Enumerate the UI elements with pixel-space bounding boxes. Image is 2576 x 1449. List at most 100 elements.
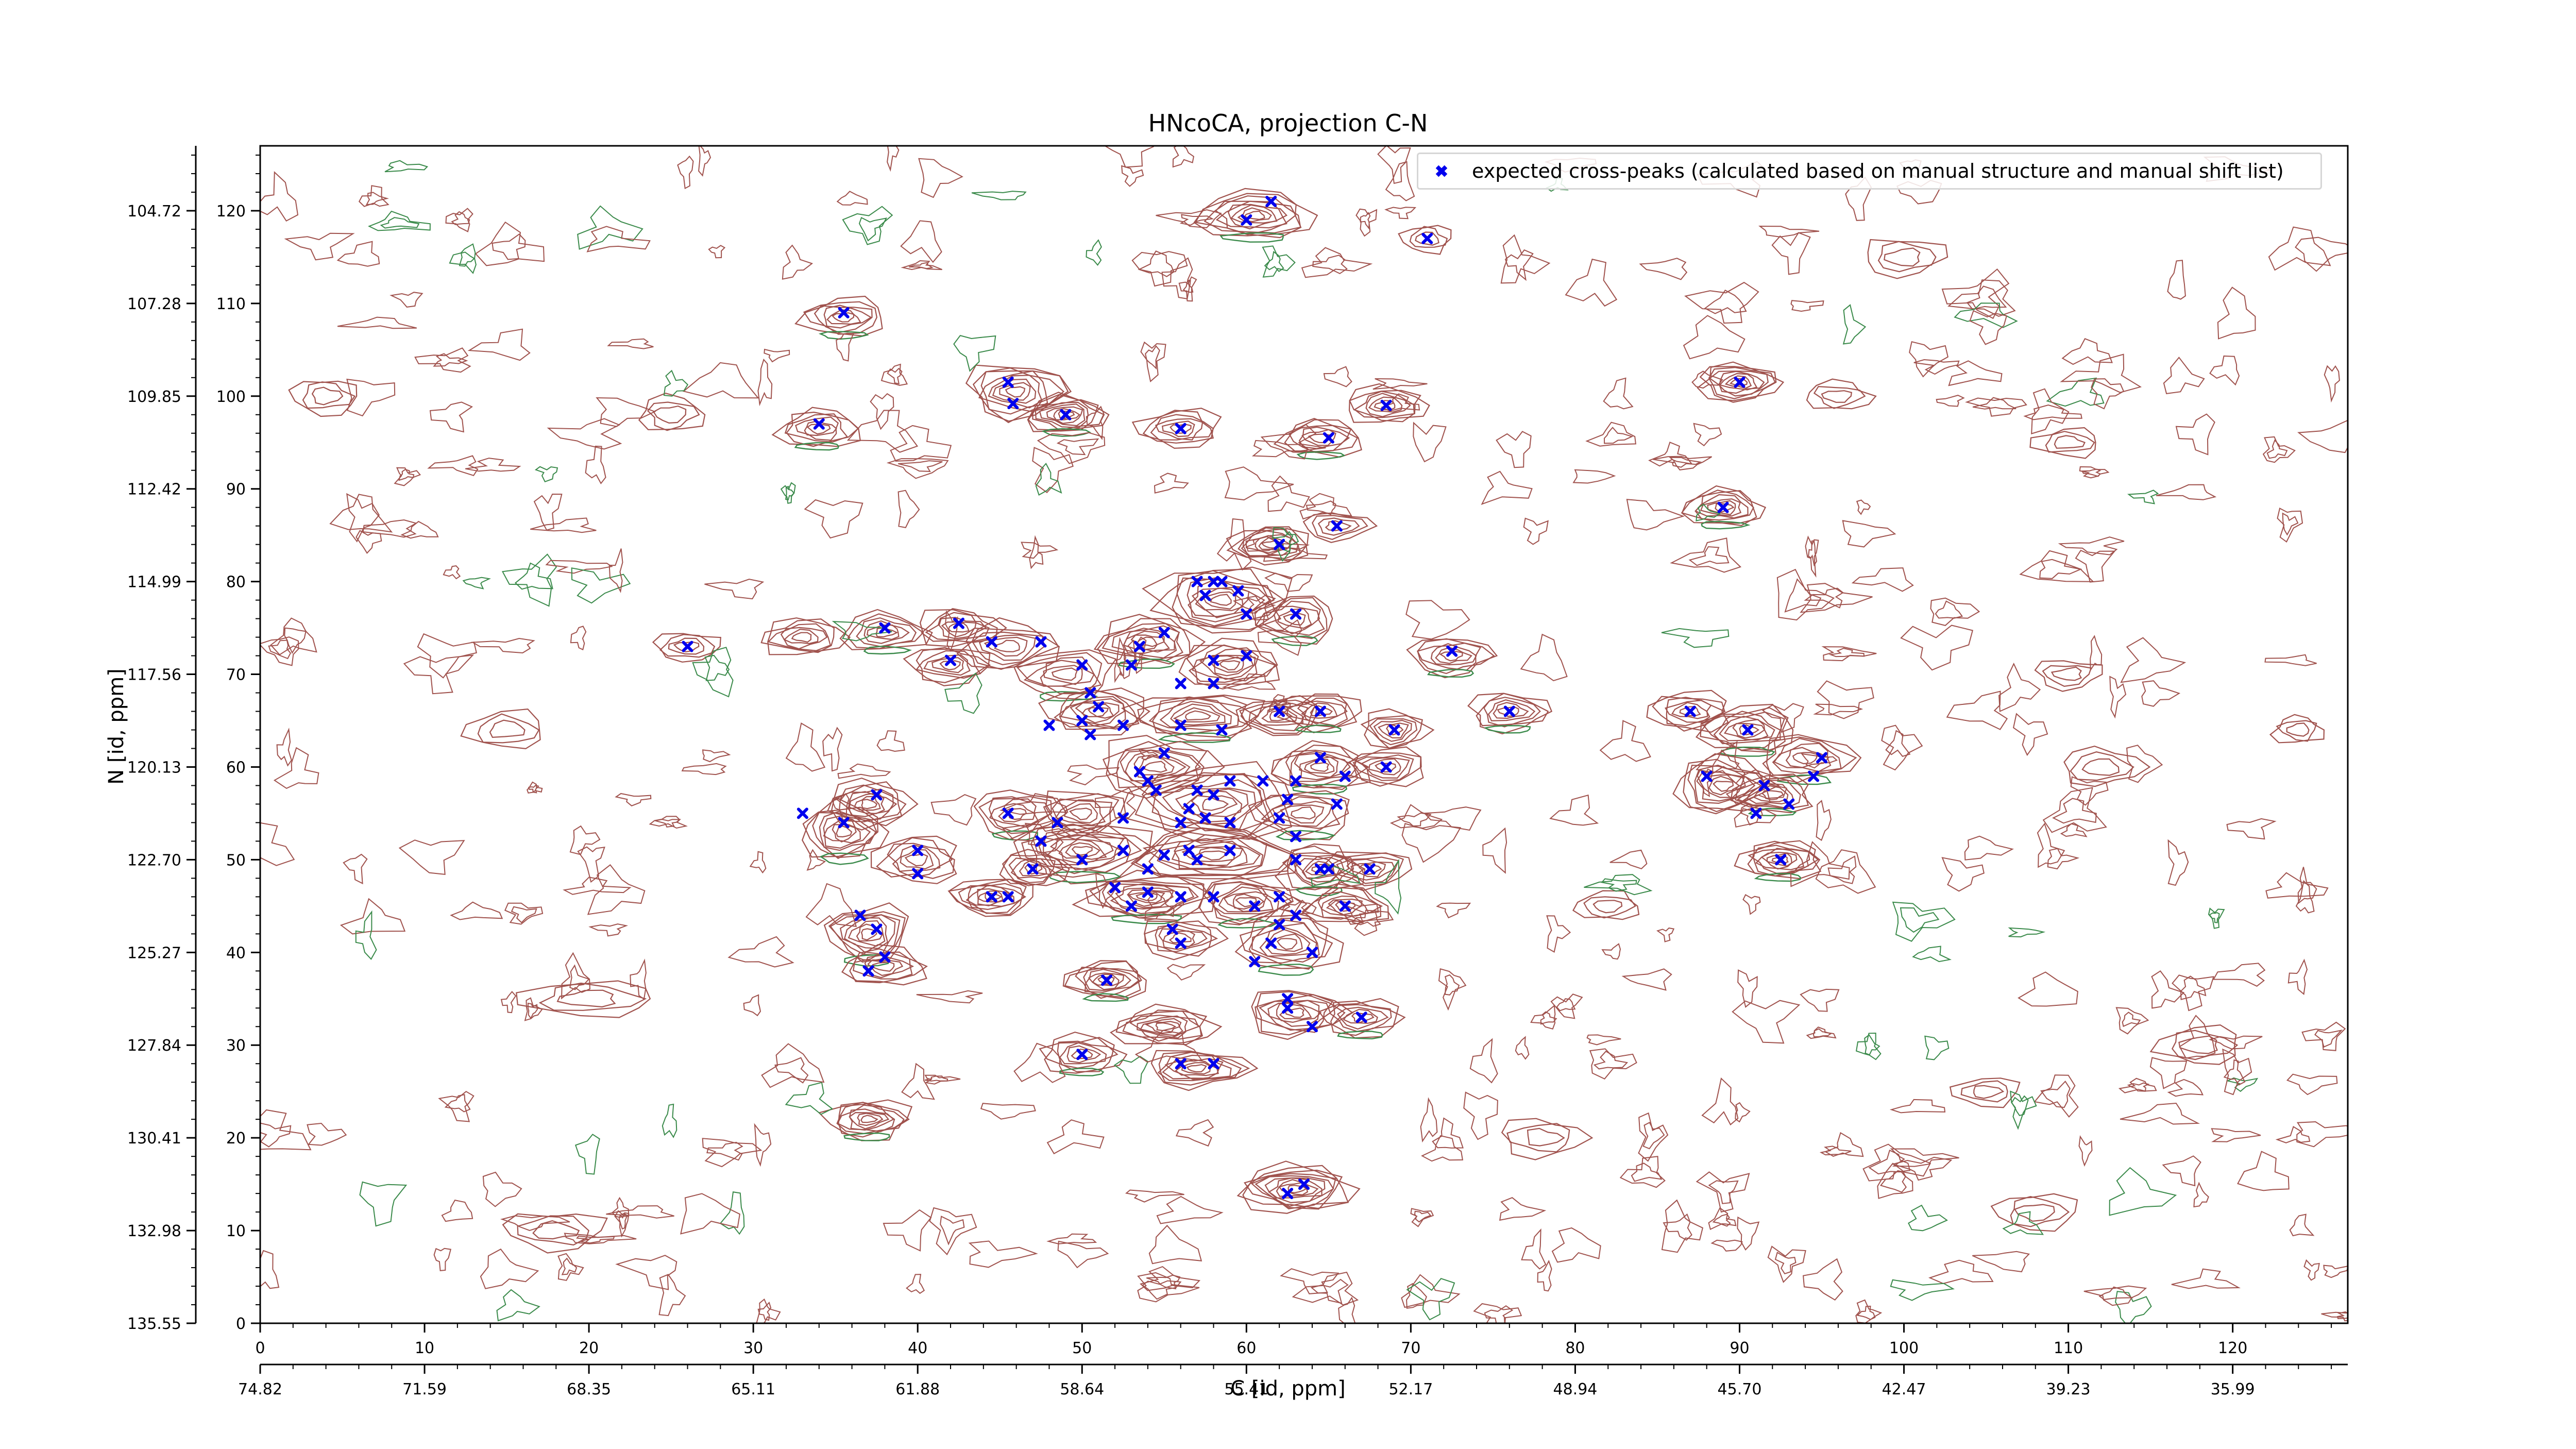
expected-peak-marker [1224, 845, 1236, 856]
expected-peak-marker [1175, 817, 1187, 829]
expected-peak-marker [1208, 891, 1219, 903]
expected-peak-marker [796, 807, 808, 819]
contour-peak [1131, 408, 1222, 449]
expected-peak-marker [1421, 232, 1433, 244]
expected-peak-marker [1084, 687, 1096, 699]
x-index-tick-label: 100 [1889, 1339, 1919, 1357]
expected-peak-marker [871, 923, 883, 935]
expected-peak-marker [1052, 817, 1063, 829]
expected-peak-marker [1314, 863, 1326, 875]
expected-peak-marker [1043, 719, 1055, 731]
x-ppm-tick-label: 71.59 [402, 1380, 447, 1399]
expected-peak-marker [1191, 576, 1203, 587]
expected-peak-marker [1117, 845, 1129, 856]
expected-peak-marker [1388, 724, 1400, 736]
contour-peak [288, 380, 358, 417]
contour-peak [638, 392, 706, 431]
contour-peak [1697, 361, 1785, 403]
expected-peak-marker [1355, 1012, 1367, 1023]
expected-peak-marker [682, 641, 693, 652]
expected-peak-marker [1742, 724, 1754, 736]
expected-peak-marker [1314, 752, 1326, 764]
y-ppm-tick-label: 132.98 [127, 1222, 181, 1240]
x-index-tick-label: 110 [2054, 1339, 2083, 1357]
x-index-tick-label: 80 [1565, 1339, 1585, 1357]
contour-peak [2034, 660, 2103, 692]
contour-peak [1572, 890, 1640, 920]
contour-peak [1406, 638, 1498, 679]
expected-peak-marker [1158, 747, 1170, 759]
expected-peak-marker [1339, 900, 1351, 912]
expected-peak-marker [879, 622, 891, 634]
y-index-tick-label: 0 [236, 1315, 246, 1333]
contour-peak [1806, 378, 1877, 410]
contour-peak [1467, 693, 1553, 735]
expected-peak-marker [1503, 705, 1515, 717]
expected-peak-marker [838, 817, 850, 829]
expected-peak-marker [1208, 678, 1219, 689]
expected-peak-marker [1282, 993, 1294, 1005]
contour-peak [1121, 694, 1266, 743]
contour-peak [947, 879, 1033, 917]
expected-peak-marker [1274, 538, 1285, 550]
contour-peak [794, 295, 883, 340]
expected-peak-marker [1158, 627, 1170, 638]
legend-label: expected cross-peaks (calculated based o… [1472, 160, 2284, 182]
y-ppm-tick-label: 122.70 [127, 851, 181, 869]
y-ppm-tick-label: 117.56 [127, 666, 181, 684]
expected-peak-marker [1117, 719, 1129, 731]
y-ppm-tick-label: 114.99 [127, 574, 181, 592]
expected-peak-marker [1208, 654, 1219, 666]
y-index-tick-label: 10 [226, 1222, 246, 1240]
contour-peak [1193, 188, 1318, 243]
expected-peak-marker [1314, 705, 1326, 717]
expected-peak-marker [1183, 845, 1195, 856]
expected-peak-marker [1232, 585, 1244, 597]
y-index-tick-label: 20 [226, 1130, 246, 1148]
contour-peak [1646, 689, 1729, 733]
expected-peak-marker [1117, 812, 1129, 824]
expected-peak-marker [1125, 659, 1137, 671]
contour-peak [1110, 1003, 1223, 1046]
expected-peak-marker [1684, 705, 1696, 717]
expected-peak-marker [1290, 854, 1302, 866]
expected-peak-marker [912, 868, 924, 880]
contour-peak [1734, 840, 1822, 882]
y-index-tick-label: 40 [226, 944, 246, 962]
noise-contours [260, 146, 2348, 1323]
contour-peak [999, 849, 1070, 886]
expected-peak-marker [1191, 784, 1203, 796]
x-index-tick-label: 30 [743, 1339, 763, 1357]
expected-peak-marker [1274, 919, 1285, 931]
contour-peak [1027, 392, 1110, 437]
contour-peak [1062, 960, 1147, 1002]
expected-peak-marker [871, 789, 883, 801]
expected-peak-marker [1076, 854, 1088, 866]
contour-peak [460, 708, 541, 750]
expected-peak-marker [1274, 891, 1285, 903]
expected-peak-marker [1446, 645, 1458, 657]
contour-peak [1949, 1077, 2021, 1108]
x-index-tick-label: 60 [1236, 1339, 1256, 1357]
contour-peak [1273, 418, 1362, 460]
expected-peak-marker [986, 636, 997, 648]
expected-peak-marker [986, 891, 997, 903]
expected-peak-marker [1175, 891, 1187, 903]
expected-peak-marker [1002, 376, 1014, 388]
y-axis-label: N [id, ppm] [105, 668, 128, 785]
contour-peak [1360, 708, 1435, 750]
expected-peak-marker [1323, 863, 1334, 875]
expected-peak-marker [1035, 835, 1047, 847]
expected-peak-marker [1290, 909, 1302, 921]
contour-peak [2029, 427, 2096, 459]
expected-peak-marker [1241, 214, 1252, 226]
expected-peak-marker [1002, 891, 1014, 903]
expected-peak-marker [1175, 423, 1187, 434]
x-ppm-tick-label: 61.88 [895, 1380, 940, 1399]
contour-peak [1013, 649, 1117, 702]
contour-peak [1681, 485, 1767, 530]
expected-peak-marker [953, 617, 964, 629]
contour-peak [1398, 225, 1452, 255]
x-ppm-tick-label: 55.41 [1224, 1380, 1268, 1399]
